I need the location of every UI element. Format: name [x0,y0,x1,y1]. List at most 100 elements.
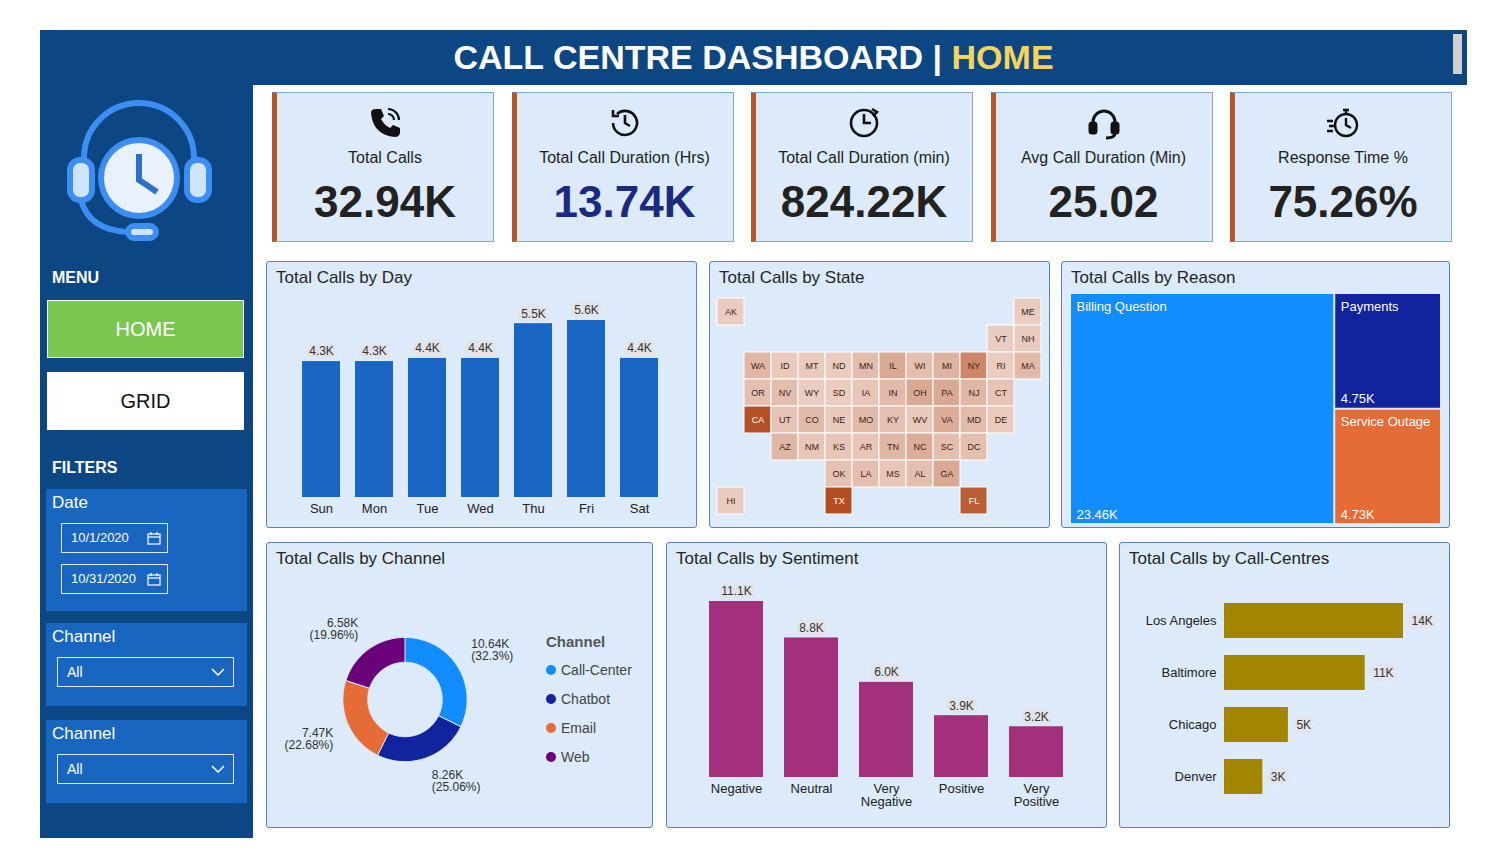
html-text:CALL CENTRE DASHBOARD | HOME: CALL CENTRE DASHBOARD | HOME [453,38,1054,76]
svg-text:14K: 14K [1412,614,1433,628]
svg-text:Neutral: Neutral [791,781,833,796]
svg-text:NE: NE [833,415,846,425]
svg-text:MD: MD [967,415,981,425]
svg-text:4.4K: 4.4K [627,341,652,355]
html-text:13.74K: 13.74K [553,177,696,226]
svg-text:10.64K(32.3%): 10.64K(32.3%) [471,637,513,663]
svg-text:Denver: Denver [1175,769,1218,784]
svg-text:FL: FL [969,496,980,506]
svg-text:WV: WV [913,415,928,425]
svg-text:Positive: Positive [939,781,985,796]
svg-text:VeryPositive: VeryPositive [1014,781,1060,809]
svg-text:8.8K: 8.8K [799,621,824,635]
svg-text:4.3K: 4.3K [362,344,387,358]
svg-text:IL: IL [889,361,897,371]
svg-text:23.46K: 23.46K [1077,507,1119,522]
svg-text:4.73K: 4.73K [1341,507,1375,522]
svg-text:SD: SD [833,388,846,398]
svg-text:AZ: AZ [779,442,791,452]
svg-text:VA: VA [941,415,952,425]
svg-text:OK: OK [832,469,845,479]
svg-text:NM: NM [805,442,819,452]
svg-text:LA: LA [860,469,871,479]
svg-text:AR: AR [860,442,873,452]
svg-text:RI: RI [997,361,1006,371]
svg-text:5K: 5K [1296,718,1311,732]
svg-text:3.2K: 3.2K [1024,710,1049,724]
svg-text:CT: CT [995,388,1007,398]
svg-text:OH: OH [913,388,927,398]
svg-text:Wed: Wed [467,501,494,516]
svg-text:IN: IN [889,388,898,398]
svg-text:UT: UT [779,415,791,425]
svg-text:5.5K: 5.5K [521,307,546,321]
svg-text:MT: MT [806,361,819,371]
svg-text:Fri: Fri [579,501,594,516]
svg-text:HI: HI [727,496,736,506]
html-text:75.26%: 75.26% [1268,177,1418,226]
svg-text:DE: DE [995,415,1008,425]
svg-text:VT: VT [995,334,1007,344]
svg-text:3K: 3K [1271,770,1286,784]
svg-text:3.9K: 3.9K [949,699,974,713]
html-text:32.94K: 32.94K [314,177,456,226]
svg-text:MO: MO [859,415,874,425]
svg-text:5.6K: 5.6K [574,303,599,317]
svg-text:ME: ME [1021,307,1035,317]
svg-text:NY: NY [968,361,981,371]
svg-text:SC: SC [941,442,954,452]
svg-text:WA: WA [751,361,765,371]
svg-text:Negative: Negative [711,781,762,796]
svg-text:8.26K(25.06%): 8.26K(25.06%) [432,768,481,794]
svg-text:Sun: Sun [310,501,333,516]
svg-text:4.4K: 4.4K [415,341,440,355]
svg-text:KS: KS [833,442,845,452]
svg-text:11K: 11K [1373,666,1393,680]
svg-text:MN: MN [859,361,873,371]
svg-text:6.0K: 6.0K [874,665,899,679]
svg-text:NV: NV [779,388,792,398]
svg-text:Payments: Payments [1341,299,1399,314]
svg-text:6.58K(19.96%): 6.58K(19.96%) [310,616,359,642]
svg-text:Mon: Mon [362,501,387,516]
svg-text:VeryNegative: VeryNegative [861,781,912,809]
svg-text:WY: WY [805,388,820,398]
svg-text:CA: CA [752,415,765,425]
svg-text:11.1K: 11.1K [721,584,751,598]
svg-text:AL: AL [914,469,925,479]
svg-text:Tue: Tue [417,501,439,516]
svg-text:NC: NC [914,442,927,452]
svg-text:MS: MS [886,469,900,479]
svg-text:DC: DC [968,442,981,452]
html-text:25.02: 25.02 [1048,177,1159,226]
svg-text:MI: MI [942,361,952,371]
svg-text:TX: TX [833,496,845,506]
svg-text:NJ: NJ [969,388,980,398]
svg-text:TN: TN [887,442,899,452]
svg-text:Sat: Sat [630,501,650,516]
svg-text:ID: ID [781,361,791,371]
svg-text:4.4K: 4.4K [468,341,493,355]
svg-text:AK: AK [725,307,737,317]
svg-text:Thu: Thu [522,501,544,516]
svg-text:Billing Question: Billing Question [1077,299,1167,314]
svg-text:NH: NH [1022,334,1035,344]
svg-text:PA: PA [941,388,952,398]
svg-text:Los Angeles: Los Angeles [1146,613,1217,628]
svg-text:GA: GA [940,469,953,479]
svg-text:KY: KY [887,415,899,425]
html-text:824.22K: 824.22K [780,177,948,226]
svg-text:CO: CO [805,415,819,425]
svg-text:Chicago: Chicago [1169,717,1217,732]
html-text:HOME: HOME [115,318,176,340]
svg-text:Service Outage: Service Outage [1341,414,1431,429]
svg-text:ND: ND [833,361,846,371]
svg-text:WI: WI [915,361,926,371]
svg-text:7.47K(22.68%): 7.47K(22.68%) [285,726,334,752]
svg-text:OR: OR [751,388,765,398]
svg-text:MA: MA [1021,361,1035,371]
svg-text:Baltimore: Baltimore [1162,665,1217,680]
svg-text:4.75K: 4.75K [1341,391,1375,406]
svg-text:4.3K: 4.3K [309,344,334,358]
svg-text:IA: IA [862,388,871,398]
